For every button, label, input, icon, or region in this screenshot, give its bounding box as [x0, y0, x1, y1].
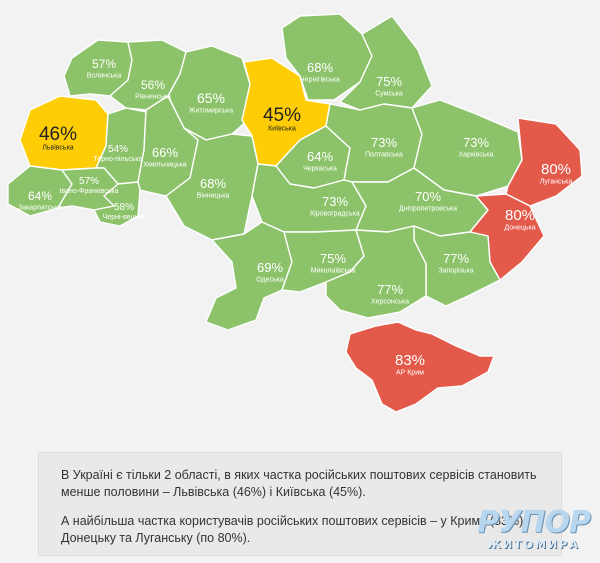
region-value-zhytomyrska: 65%: [197, 90, 225, 106]
region-value-zaporizka: 77%: [443, 251, 469, 266]
region-name-zakarpatska: Закарпатська: [18, 205, 62, 212]
region-name-luhanska: Луганська: [540, 179, 573, 186]
region-khersonska[interactable]: [325, 225, 427, 319]
rupor-logo: РУПОР ЖИТОМИРА: [477, 505, 591, 552]
region-value-kirovohradska: 73%: [322, 194, 348, 209]
region-name-donetska: Донецька: [504, 225, 535, 232]
region-value-poltavska: 73%: [371, 135, 397, 150]
region-name-kharkivska: Харківська: [459, 151, 494, 159]
region-value-chernihivska: 68%: [307, 60, 333, 75]
region-value-sumska: 75%: [376, 74, 402, 89]
region-name-khersonska: Херсонська: [371, 299, 409, 306]
region-name-mykolaivska: Миколаївська: [311, 268, 356, 275]
region-name-ivanofrankivska: Івано-Франківська: [59, 187, 118, 195]
region-name-kirovohradska: Кіровоградська: [310, 210, 360, 218]
region-value-luhanska: 80%: [541, 161, 571, 178]
region-value-kyivska: 45%: [263, 105, 301, 126]
region-name-zaporizka: Запорізька: [438, 267, 473, 275]
region-name-lvivska: Львівська: [42, 144, 74, 152]
region-labels: 57% Волинська 56%Рівненська 65% Житомирська 4…: [18, 57, 572, 377]
logo-line-2: ЖИТОМИРА: [487, 538, 580, 551]
region-name-rivnenska: Рівненська: [135, 93, 171, 101]
region-value-cherkaska: 64%: [307, 149, 333, 164]
ukraine-map: 57% Волинська 56%Рівненська 65% Житомирська 4…: [7, 13, 583, 413]
region-name-khmelnytska: Хмельницька: [143, 162, 187, 169]
region-name-volynska: Волинська: [87, 73, 122, 80]
region-name-poltavska: Полтавська: [365, 152, 403, 159]
region-odeska[interactable]: [205, 221, 293, 331]
logo-line-1: РУПОР: [477, 505, 591, 540]
region-crimea[interactable]: [345, 321, 495, 413]
region-value-ternopilska: 54%: [108, 144, 128, 155]
region-value-dnipropetrovska: 70%: [415, 189, 441, 204]
region-zaporizka[interactable]: [413, 225, 501, 307]
region-value-volynska: 57%: [92, 57, 116, 71]
region-name-odeska: Одеська: [256, 277, 284, 284]
region-value-kharkivska: 73%: [463, 135, 489, 150]
region-value-lvivska: 46%: [39, 124, 77, 145]
region-value-chernivetska: 58%: [114, 202, 134, 213]
region-name-cherkaska: Черкаська: [303, 166, 337, 173]
region-name-dnipropetrovska: Дніпропетровська: [399, 205, 457, 213]
region-value-khmelnytska: 66%: [152, 145, 178, 160]
region-name-kyivska: Київська: [268, 126, 296, 133]
region-value-crimea: 83%: [395, 352, 425, 369]
region-name-crimea: АР Крим: [396, 370, 424, 377]
info-paragraph-2: А найбільша частка користувачів російськ…: [61, 514, 527, 545]
region-name-sumska: Сумська: [375, 91, 403, 98]
region-value-ivanofrankivska: 57%: [79, 176, 99, 187]
region-chernivetska[interactable]: [93, 181, 141, 227]
region-value-vinnytska: 68%: [200, 176, 226, 191]
region-value-mykolaivska: 75%: [320, 251, 346, 266]
region-name-zhytomyrska: Житомирська: [189, 108, 233, 115]
region-value-khersonska: 77%: [377, 282, 403, 297]
region-value-zakarpatska: 64%: [28, 189, 52, 203]
region-name-chernihivska: Чернігівська: [300, 76, 340, 84]
region-name-vinnytska: Вінницька: [197, 192, 230, 200]
region-name-chernivetska: Черні-вецька: [103, 213, 146, 221]
region-value-odeska: 69%: [257, 260, 283, 275]
region-value-donetska: 80%: [505, 207, 535, 224]
region-name-ternopilska: Терно-пільська: [93, 155, 142, 163]
info-paragraph-1: В Україні є тільки 2 області, в яких час…: [61, 468, 537, 499]
region-value-rivnenska: 56%: [141, 78, 165, 92]
info-box: В Україні є тільки 2 області, в яких час…: [38, 452, 562, 556]
region-luhanska[interactable]: [505, 117, 583, 207]
